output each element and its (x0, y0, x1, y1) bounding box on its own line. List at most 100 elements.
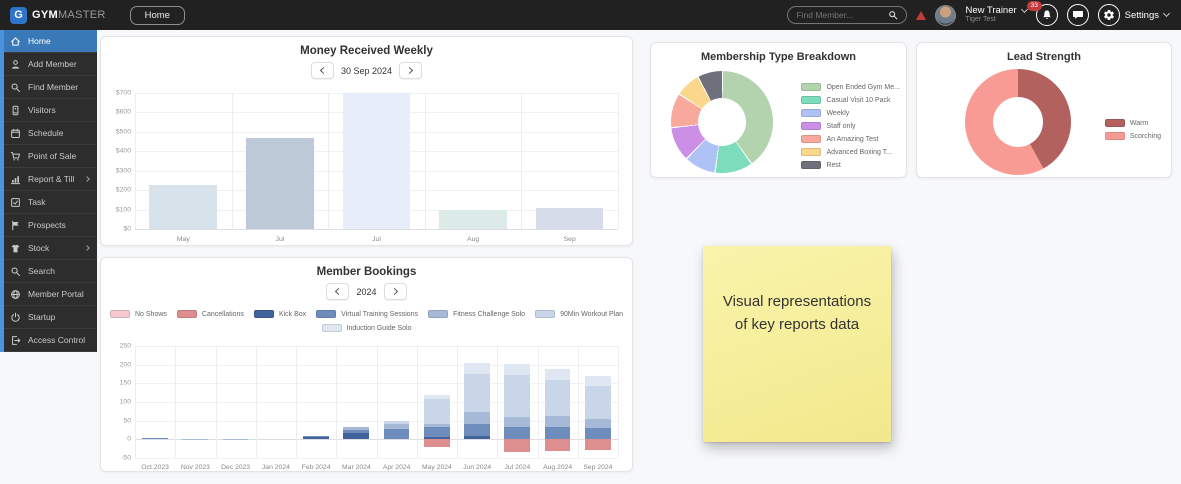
user-menu[interactable]: New Trainer Tiger Test (965, 4, 1028, 25)
stack-segment-fitness-challenge-solo[interactable] (343, 426, 370, 430)
stack-segment-virtual-training-sessions[interactable] (464, 424, 490, 436)
money-prev-button[interactable] (310, 62, 334, 79)
stack-segment-virtual-training-sessions[interactable] (584, 428, 611, 440)
stack-segment-virtual-training-sessions[interactable] (303, 435, 329, 437)
sticky-note-text: Visual representations of key reports da… (722, 293, 872, 334)
access-control-icon (10, 335, 21, 346)
bar-may-0[interactable] (149, 185, 218, 229)
x-tick-label: Nov 2023 (180, 464, 210, 471)
messages-button[interactable] (1066, 4, 1089, 26)
sidebar-item-point-of-sale[interactable]: Point of Sale (0, 145, 97, 168)
find-member-input[interactable] (796, 10, 885, 20)
sticky-note: Visual representations of key reports da… (703, 246, 891, 442)
bookings-year-label: 2024 (356, 286, 377, 297)
sidebar-item-task[interactable]: Task (0, 191, 97, 214)
stack-segment-virtual-training-sessions[interactable] (343, 429, 370, 433)
x-tick-label: Aug (467, 236, 480, 243)
bar-jul-1[interactable] (246, 137, 314, 229)
stack-segment-cancellations[interactable] (504, 439, 531, 452)
stack-segment-90min-workout-plan[interactable] (383, 421, 410, 425)
home-button[interactable]: Home (129, 5, 185, 25)
stack-segment-virtual-training-sessions[interactable] (504, 427, 531, 440)
stack-segment-cancellations[interactable] (423, 439, 450, 447)
stack-segment-induction-guide-solo[interactable] (544, 368, 571, 380)
sidebar-item-label: Add Member (28, 59, 77, 69)
stack-segment-kick-box[interactable] (464, 435, 490, 440)
y-tick-label: 150 (119, 379, 131, 387)
stack-segment-virtual-training-sessions[interactable] (383, 428, 410, 440)
membership-legend: Open Ended Gym Me... Casual Visit 10 Pack… (801, 83, 900, 169)
legend-item-open-ended-gym-me-: Open Ended Gym Me... (801, 83, 900, 91)
money-next-button[interactable] (399, 62, 423, 79)
stack-segment-induction-guide-solo[interactable] (464, 362, 490, 374)
stack-segment-fitness-challenge-solo[interactable] (584, 418, 611, 429)
stack-segment-90min-workout-plan[interactable] (504, 375, 531, 418)
sidebar-item-access-control[interactable]: Access Control (0, 329, 97, 352)
stack-segment-virtual-training-sessions[interactable] (142, 438, 168, 440)
stack-segment-cancellations[interactable] (544, 439, 571, 451)
y-tick-label: $200 (115, 186, 131, 194)
x-tick-label: Jun 2024 (463, 464, 492, 471)
prospects-icon (10, 220, 21, 231)
stack-segment-cancellations[interactable] (584, 439, 611, 450)
stack-segment-fitness-challenge-solo[interactable] (544, 416, 571, 428)
stack-segment-kick-box[interactable] (303, 436, 329, 440)
stack-segment-90min-workout-plan[interactable] (584, 386, 611, 419)
sidebar-item-member-portal[interactable]: Member Portal (0, 283, 97, 306)
stack-segment-fitness-challenge-solo[interactable] (222, 438, 249, 440)
bookings-prev-button[interactable] (326, 283, 350, 300)
stack-segment-virtual-training-sessions[interactable] (544, 427, 571, 440)
sidebar-item-schedule[interactable]: Schedule (0, 122, 97, 145)
legend-label: An Amazing Test (826, 135, 879, 143)
sidebar-item-search[interactable]: Search (0, 260, 97, 283)
gridline (135, 458, 618, 459)
bookings-next-button[interactable] (383, 283, 407, 300)
sidebar-item-stock[interactable]: Stock (0, 237, 97, 260)
x-tick-label: Mar 2024 (342, 464, 371, 471)
stack-segment-fitness-challenge-solo[interactable] (182, 438, 209, 440)
sidebar-item-find-member[interactable]: Find Member (0, 76, 97, 99)
sidebar-item-startup[interactable]: Startup (0, 306, 97, 329)
find-member-search[interactable] (787, 6, 908, 24)
lead-strength-donut-chart[interactable] (965, 69, 1071, 175)
legend-swatch (176, 310, 197, 318)
stack-segment-induction-guide-solo[interactable] (584, 375, 611, 387)
sidebar-item-report-till[interactable]: Report & Till (0, 168, 97, 191)
stack-segment-kick-box[interactable] (423, 437, 450, 440)
bar-aug-3[interactable] (439, 209, 507, 229)
stack-segment-virtual-training-sessions[interactable] (423, 427, 450, 438)
sidebar-item-add-member[interactable]: Add Member (0, 53, 97, 76)
stack-segment-90min-workout-plan[interactable] (423, 399, 450, 425)
settings-button[interactable]: Settings (1097, 4, 1171, 26)
avatar[interactable] (935, 4, 957, 26)
lead-strength-legend: Warm Scorching (1104, 119, 1161, 140)
stack-segment-90min-workout-plan[interactable] (544, 379, 571, 417)
stack-segment-induction-guide-solo[interactable] (423, 394, 450, 399)
gridline (424, 93, 426, 229)
chevron-down-icon (1162, 9, 1171, 18)
money-chart-plot: $0 $100 $200 $300 $400 $500 $600 $700 May Jul Jul A… (116, 90, 619, 243)
legend-label: No Shows (135, 310, 167, 318)
stack-segment-fitness-challenge-solo[interactable] (423, 424, 450, 427)
gridline (457, 346, 458, 458)
bar-jul-2[interactable] (342, 93, 411, 229)
y-tick-label: 250 (119, 342, 131, 350)
report-till-icon (10, 174, 21, 185)
stack-segment-90min-workout-plan[interactable] (464, 374, 490, 413)
user-name: New Trainer (965, 4, 1017, 16)
membership-donut-chart[interactable] (671, 71, 773, 173)
stack-segment-fitness-challenge-solo[interactable] (504, 417, 531, 428)
x-tick-label: Jul 2024 (504, 464, 531, 471)
sidebar-item-home[interactable]: Home (0, 30, 97, 53)
gridline (618, 93, 619, 229)
schedule-icon (10, 128, 21, 139)
sidebar-item-prospects[interactable]: Prospects (0, 214, 97, 237)
stack-segment-fitness-challenge-solo[interactable] (383, 424, 410, 429)
bar-sep-4[interactable] (535, 207, 604, 229)
sidebar-item-visitors[interactable]: Visitors (0, 99, 97, 122)
stack-segment-kick-box[interactable] (343, 432, 370, 440)
brand-logo[interactable]: G GYMMASTER (0, 6, 116, 24)
stack-segment-induction-guide-solo[interactable] (504, 363, 531, 376)
notifications-button[interactable]: 33 (1026, 1, 1058, 26)
stack-segment-fitness-challenge-solo[interactable] (464, 412, 490, 425)
